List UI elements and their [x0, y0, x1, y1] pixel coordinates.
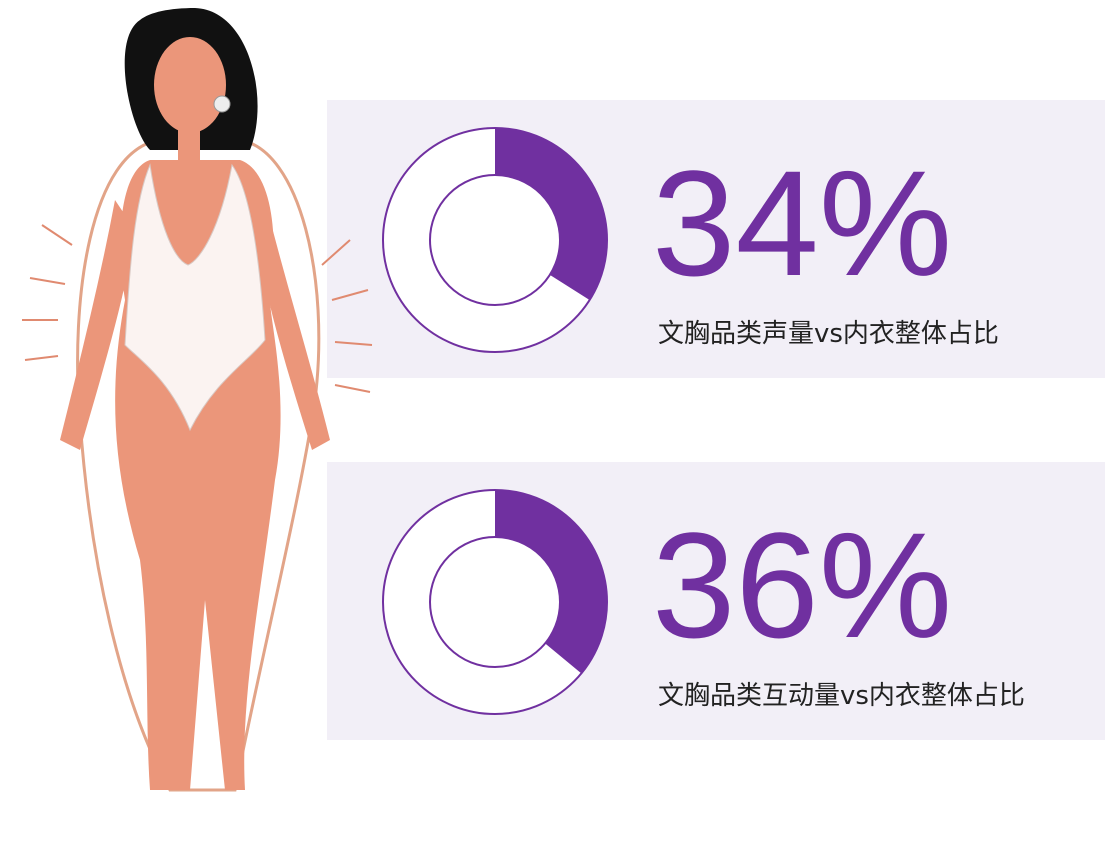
infographic: 34% 文胸品类声量vs内衣整体占比 36% 文胸品类互动量vs内衣整体占比: [0, 0, 1105, 843]
ring-inner: [430, 537, 560, 667]
value-label: 34%: [652, 139, 952, 307]
ring-inner: [430, 175, 560, 305]
value-label: 36%: [652, 501, 952, 669]
illustration: [22, 8, 372, 790]
caption: 文胸品类互动量vs内衣整体占比: [658, 681, 1025, 711]
caption: 文胸品类声量vs内衣整体占比: [658, 319, 999, 349]
